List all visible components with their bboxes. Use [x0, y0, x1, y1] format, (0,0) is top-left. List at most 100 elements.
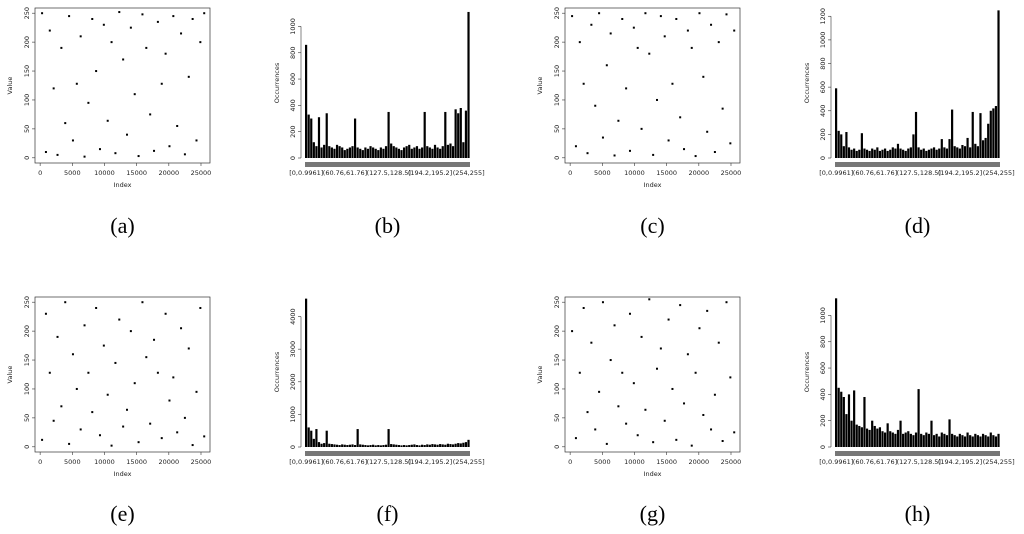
x-axis-title: Index — [644, 470, 662, 478]
bar — [840, 391, 843, 447]
point — [172, 376, 175, 379]
bar — [989, 110, 992, 158]
point — [180, 327, 183, 330]
x-tick-label: 25000 — [191, 458, 212, 466]
point — [164, 312, 167, 315]
point — [663, 419, 666, 422]
bar — [881, 149, 884, 158]
bar — [441, 444, 444, 447]
bar — [444, 111, 447, 158]
bar — [958, 148, 961, 158]
y-tick-label: 0 — [23, 445, 31, 449]
point — [52, 87, 55, 90]
point — [632, 382, 635, 385]
point — [613, 324, 616, 327]
point — [68, 15, 71, 18]
point — [114, 152, 117, 155]
x-tick-label: 5000 — [64, 169, 81, 177]
bar — [346, 148, 349, 158]
point — [199, 41, 202, 44]
bar — [969, 147, 972, 158]
point — [702, 75, 705, 78]
bar — [351, 146, 354, 158]
caption: (e) — [110, 501, 134, 526]
bar — [889, 149, 892, 158]
bar — [894, 433, 897, 447]
point — [605, 64, 608, 67]
point — [48, 29, 51, 32]
point — [613, 154, 616, 157]
bar — [971, 436, 974, 447]
point — [102, 344, 105, 347]
point — [156, 20, 159, 23]
bar — [446, 144, 449, 158]
point — [598, 12, 601, 15]
bar — [850, 149, 853, 158]
bar — [873, 425, 876, 447]
bar — [917, 389, 920, 447]
bar — [984, 435, 987, 447]
y-tick-label: 0 — [553, 156, 561, 160]
bar — [459, 443, 462, 447]
point — [145, 46, 148, 49]
bar — [317, 117, 321, 158]
bar — [865, 149, 869, 158]
bar — [379, 147, 382, 158]
bar — [981, 140, 985, 158]
x-tick-label: 20000 — [688, 169, 709, 177]
point — [640, 127, 643, 130]
y-tick-label: 100 — [23, 383, 31, 395]
point — [590, 23, 593, 26]
bar — [904, 150, 907, 158]
bar — [387, 429, 390, 447]
point — [656, 367, 659, 370]
bar — [310, 430, 313, 447]
bar — [356, 429, 359, 447]
point — [95, 306, 98, 309]
point — [594, 428, 597, 431]
bar — [896, 143, 900, 158]
point — [729, 376, 732, 379]
bar — [835, 88, 838, 158]
bar — [433, 144, 437, 158]
point — [98, 148, 101, 151]
x-tick-label: 0 — [38, 169, 42, 177]
bar — [377, 150, 380, 158]
bar — [858, 425, 861, 447]
bar — [323, 144, 326, 158]
point — [133, 93, 136, 96]
bar — [405, 445, 408, 447]
bar — [871, 420, 874, 447]
bar — [994, 436, 998, 447]
y-axis-title: Occurrences — [273, 62, 281, 103]
caption: (g) — [640, 501, 666, 526]
point — [64, 122, 67, 125]
point — [710, 428, 713, 431]
bar — [878, 427, 882, 447]
point — [91, 411, 94, 414]
point — [644, 408, 647, 411]
point — [625, 422, 628, 425]
bar — [863, 148, 866, 158]
x-tick-label: (254,255] — [983, 458, 1015, 466]
point — [721, 107, 724, 110]
bar — [987, 123, 990, 158]
bar — [853, 148, 856, 158]
bar — [449, 444, 452, 447]
point — [203, 435, 206, 438]
point — [195, 139, 198, 142]
point — [48, 371, 51, 374]
bar — [426, 444, 429, 447]
bar — [850, 420, 853, 447]
y-tick-label: 250 — [23, 7, 31, 19]
point — [679, 304, 682, 307]
bar — [333, 444, 336, 447]
bar — [997, 10, 1000, 159]
bar — [853, 390, 856, 447]
point — [187, 75, 190, 78]
bar — [366, 148, 370, 158]
bar — [899, 420, 902, 447]
bar — [369, 445, 372, 447]
point — [690, 444, 693, 447]
bar — [969, 435, 972, 447]
